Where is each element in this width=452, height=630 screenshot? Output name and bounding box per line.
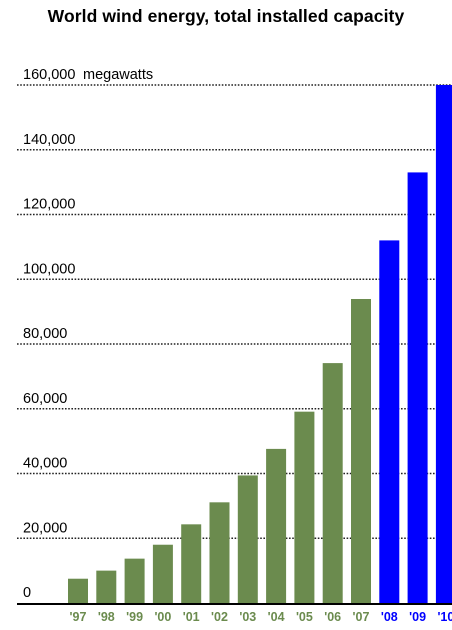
bar xyxy=(181,524,202,603)
x-tick-label: '99 xyxy=(126,610,143,624)
bar xyxy=(407,172,428,603)
x-tick-label: '05 xyxy=(296,610,313,624)
y-tick-label: 0 xyxy=(23,585,31,601)
bar xyxy=(266,448,287,603)
y-tick-label: 80,000 xyxy=(23,326,67,342)
bar xyxy=(96,570,117,603)
x-tick-label: '98 xyxy=(98,610,115,624)
bar xyxy=(209,502,230,603)
x-tick-label: '00 xyxy=(154,610,171,624)
bar xyxy=(124,558,145,603)
x-tick-label: '97 xyxy=(70,610,87,624)
bar xyxy=(322,363,343,603)
y-unit-label: megawatts xyxy=(83,67,153,83)
y-tick-label: 120,000 xyxy=(23,197,75,213)
x-tick-label: '01 xyxy=(183,610,200,624)
bar xyxy=(351,298,371,603)
x-tick-label: '04 xyxy=(268,610,285,624)
chart-title: World wind energy, total installed capac… xyxy=(47,6,405,26)
x-tick-label: '03 xyxy=(239,610,256,624)
y-tick-label: 100,000 xyxy=(23,261,75,277)
bar xyxy=(294,411,315,603)
x-tick-label: '09 xyxy=(409,610,426,624)
x-tick-label: '07 xyxy=(353,610,370,624)
bar xyxy=(68,578,88,603)
y-tick-label: 60,000 xyxy=(23,391,67,407)
y-tick-label: 40,000 xyxy=(23,456,67,472)
x-tick-label: '08 xyxy=(381,610,398,624)
x-tick-label: '06 xyxy=(324,610,341,624)
bar xyxy=(379,240,400,603)
x-tick-label: '02 xyxy=(211,610,228,624)
bar xyxy=(152,544,173,603)
bar xyxy=(237,475,258,603)
x-tick-label: '10 xyxy=(437,610,452,624)
y-tick-label: 20,000 xyxy=(23,520,67,536)
bar xyxy=(435,85,452,603)
y-tick-label: 140,000 xyxy=(23,132,75,148)
y-tick-label: 160,000 xyxy=(23,67,75,83)
